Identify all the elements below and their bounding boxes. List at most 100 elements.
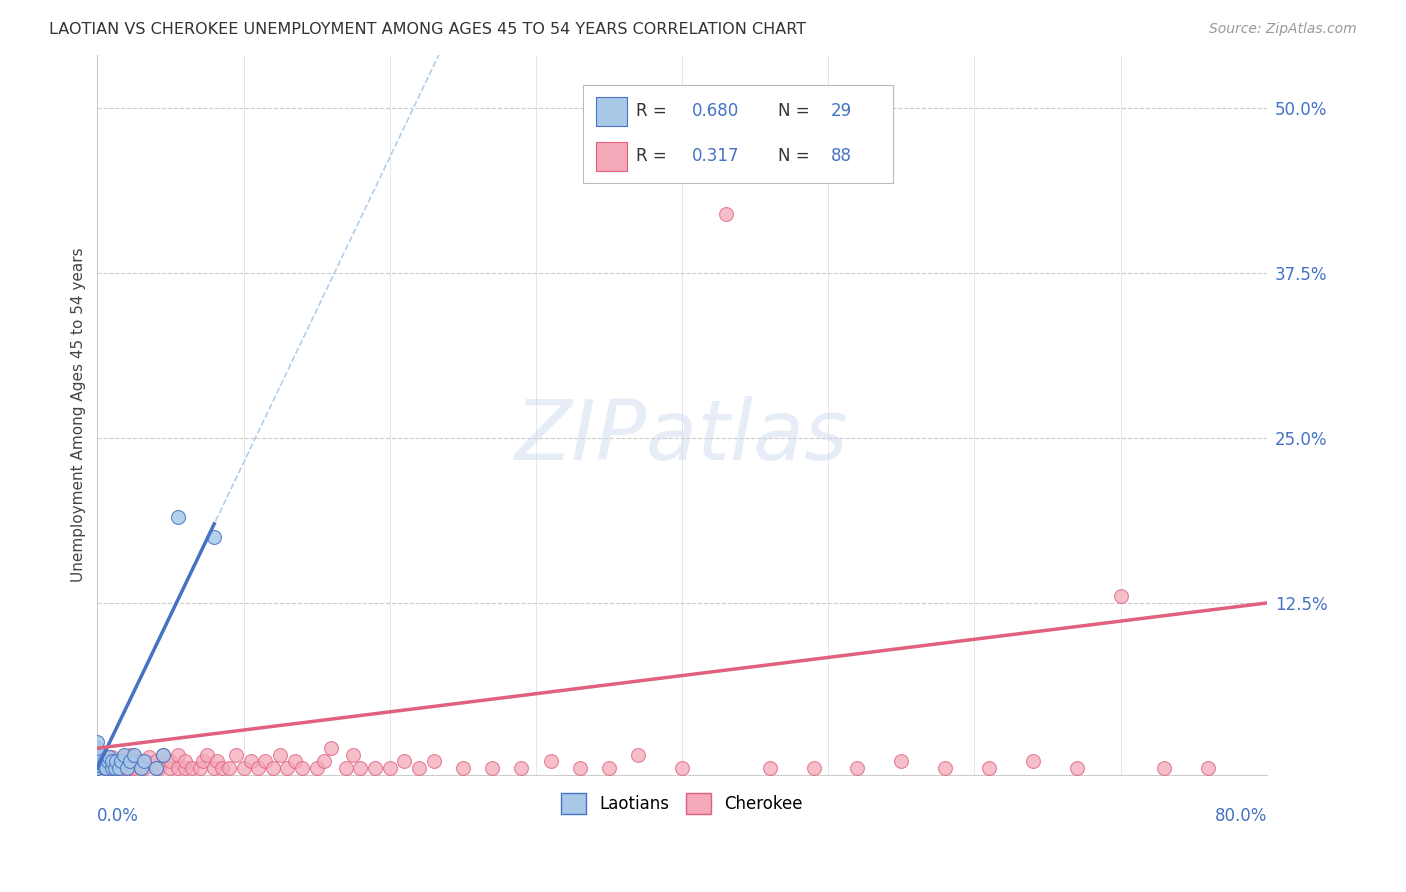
Point	[627, 747, 650, 762]
Point	[138, 750, 160, 764]
Point	[1066, 761, 1088, 775]
Point	[152, 747, 174, 762]
Point	[122, 750, 145, 764]
Point	[122, 761, 145, 775]
Point	[321, 741, 343, 756]
Point	[269, 747, 291, 762]
Point	[108, 761, 131, 775]
Point	[97, 755, 120, 769]
Point	[205, 755, 228, 769]
Point	[110, 755, 132, 769]
Text: 88: 88	[831, 147, 852, 165]
Point	[188, 761, 211, 775]
Text: R =: R =	[636, 103, 672, 120]
Point	[86, 761, 108, 775]
Point	[349, 761, 371, 775]
Point	[107, 755, 129, 769]
Point	[312, 755, 335, 769]
Point	[598, 761, 620, 775]
Bar	[596, 142, 627, 171]
Point	[101, 750, 124, 764]
Point	[1153, 761, 1175, 775]
Point	[86, 758, 108, 772]
Point	[101, 761, 124, 775]
Text: ZIPatlas: ZIPatlas	[515, 396, 849, 477]
Point	[195, 747, 218, 762]
Point	[86, 741, 108, 756]
Point	[254, 755, 277, 769]
Point	[181, 761, 204, 775]
Point	[1022, 755, 1045, 769]
Point	[408, 761, 430, 775]
Point	[104, 761, 127, 775]
Point	[262, 761, 284, 775]
Point	[510, 761, 533, 775]
Point	[239, 755, 262, 769]
Text: 29: 29	[831, 103, 852, 120]
Point	[118, 755, 141, 769]
Point	[129, 755, 152, 769]
Point	[98, 755, 121, 769]
Point	[112, 750, 135, 764]
Point	[284, 755, 307, 769]
Point	[159, 761, 181, 775]
Point	[118, 747, 141, 762]
Point	[86, 761, 108, 775]
Point	[112, 761, 135, 775]
Point	[202, 761, 225, 775]
Point	[86, 761, 108, 775]
Point	[93, 755, 115, 769]
Point	[202, 530, 225, 544]
Point	[93, 761, 115, 775]
Point	[115, 755, 138, 769]
Point	[211, 761, 233, 775]
Point	[568, 761, 591, 775]
Point	[101, 761, 124, 775]
Point	[112, 747, 135, 762]
Point	[758, 761, 780, 775]
Point	[671, 761, 693, 775]
Text: 0.680: 0.680	[692, 103, 740, 120]
Point	[101, 755, 124, 769]
Point	[110, 755, 132, 769]
Point	[148, 761, 170, 775]
Point	[166, 510, 188, 524]
Point	[1197, 761, 1219, 775]
Point	[422, 755, 444, 769]
Point	[86, 758, 108, 772]
Point	[134, 755, 156, 769]
Text: N =: N =	[779, 103, 815, 120]
Point	[276, 761, 298, 775]
Point	[86, 734, 108, 748]
Point	[364, 761, 387, 775]
Text: LAOTIAN VS CHEROKEE UNEMPLOYMENT AMONG AGES 45 TO 54 YEARS CORRELATION CHART: LAOTIAN VS CHEROKEE UNEMPLOYMENT AMONG A…	[49, 22, 806, 37]
Point	[1109, 590, 1132, 604]
Point	[225, 747, 247, 762]
Point	[890, 755, 912, 769]
Point	[86, 755, 108, 769]
Point	[98, 750, 121, 764]
Point	[105, 755, 128, 769]
Point	[218, 761, 240, 775]
Point	[232, 761, 254, 775]
Text: N =: N =	[779, 147, 815, 165]
Point	[115, 761, 138, 775]
Point	[174, 761, 197, 775]
Point	[108, 761, 131, 775]
Point	[540, 755, 562, 769]
Point	[86, 750, 108, 764]
Point	[104, 761, 127, 775]
Point	[86, 747, 108, 762]
Point	[159, 755, 181, 769]
Point	[118, 761, 141, 775]
Point	[247, 761, 270, 775]
Point	[145, 761, 167, 775]
Point	[93, 750, 115, 764]
Point	[335, 761, 357, 775]
Text: 0.0%: 0.0%	[97, 807, 139, 825]
Point	[714, 206, 737, 220]
Legend: Laotians, Cherokee: Laotians, Cherokee	[554, 787, 810, 821]
Point	[803, 761, 825, 775]
Point	[93, 761, 115, 775]
Point	[846, 761, 869, 775]
